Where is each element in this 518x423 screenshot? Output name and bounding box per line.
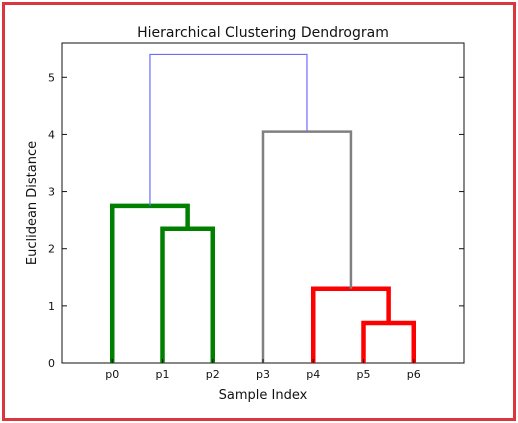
x-tick-label-p5: p5 bbox=[357, 368, 371, 381]
y-tick-label-2: 2 bbox=[48, 243, 55, 256]
x-tick-label-p3: p3 bbox=[256, 368, 270, 381]
y-tick-label-1: 1 bbox=[48, 300, 55, 313]
chart-title: Hierarchical Clustering Dendrogram bbox=[137, 25, 389, 41]
dendrogram-links bbox=[110, 53, 416, 363]
x-axis-label: Sample Index bbox=[219, 388, 308, 403]
y-tick-label-0: 0 bbox=[48, 357, 55, 370]
x-tick-label-p1: p1 bbox=[156, 368, 170, 381]
dendrogram-link-root-5 bbox=[149, 53, 308, 206]
y-axis-label: Euclidean Distance bbox=[25, 141, 40, 265]
y-tick-label-5: 5 bbox=[48, 71, 55, 84]
y-tick-label-3: 3 bbox=[48, 186, 55, 199]
x-tick-label-p4: p4 bbox=[306, 368, 320, 381]
x-tick-label-p2: p2 bbox=[206, 368, 220, 381]
axis-ticks: p0 p1 p2 p3 p4 p5 p6 0 1 2 3 4 5 bbox=[48, 71, 464, 381]
y-tick-label-4: 4 bbox=[48, 128, 55, 141]
x-tick-label-p6: p6 bbox=[407, 368, 421, 381]
x-tick-label-p0: p0 bbox=[105, 368, 119, 381]
